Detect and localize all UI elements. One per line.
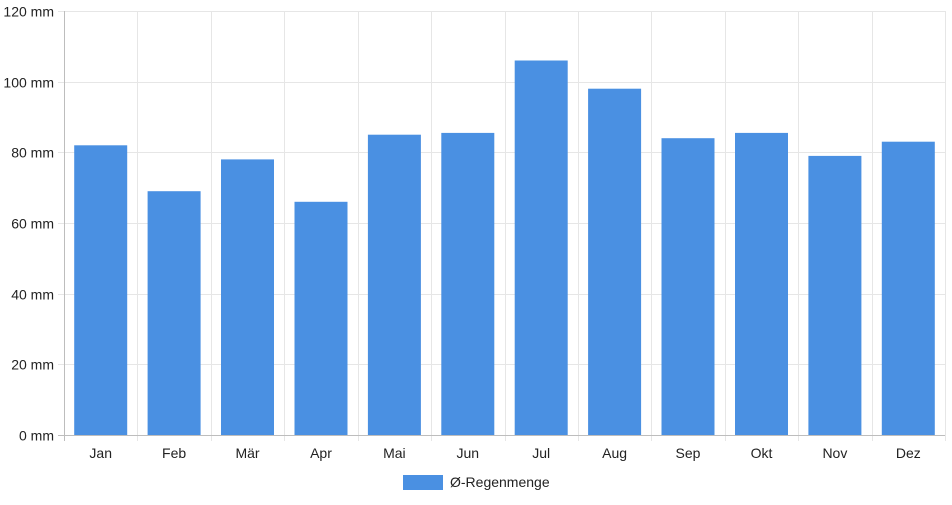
- x-tick-label: Okt: [751, 445, 773, 461]
- y-tick-label: 40 mm: [11, 287, 54, 303]
- x-tick-label: Dez: [896, 445, 921, 461]
- bar-sep[interactable]: [661, 138, 715, 435]
- x-tick-label: Nov: [822, 445, 847, 461]
- bar-nov[interactable]: [808, 155, 862, 435]
- bar-apr[interactable]: [294, 201, 348, 435]
- bar-mär[interactable]: [221, 159, 274, 435]
- x-tick-label: Apr: [310, 445, 332, 461]
- x-tick-label: Sep: [676, 445, 701, 461]
- bar-jan[interactable]: [74, 145, 128, 436]
- bar-mai[interactable]: [367, 134, 421, 435]
- legend: Ø-Regenmenge: [403, 473, 550, 491]
- legend-swatch: [403, 474, 443, 490]
- bar-dez[interactable]: [881, 141, 935, 435]
- x-tick-label: Feb: [162, 445, 186, 461]
- x-tick-label: Aug: [602, 445, 627, 461]
- y-tick-label: 20 mm: [11, 357, 54, 373]
- x-tick-label: Jan: [89, 445, 112, 461]
- x-tick-label: Jun: [457, 445, 480, 461]
- x-tick-label: Jul: [532, 445, 550, 461]
- y-tick-label: 60 mm: [11, 216, 54, 232]
- x-tick-label: Mär: [235, 445, 259, 461]
- bar-jul[interactable]: [514, 60, 568, 436]
- y-tick-label: 80 mm: [11, 145, 54, 161]
- y-tick-label: 0 mm: [19, 428, 54, 444]
- bar-aug[interactable]: [588, 88, 642, 435]
- y-tick-label: 100 mm: [3, 75, 54, 91]
- y-tick-label: 120 mm: [3, 4, 54, 20]
- x-tick-label: Mai: [383, 445, 406, 461]
- bar-jun[interactable]: [441, 132, 495, 435]
- bar-feb[interactable]: [147, 191, 201, 435]
- bar-okt[interactable]: [735, 132, 788, 435]
- legend-label: Ø-Regenmenge: [450, 474, 550, 490]
